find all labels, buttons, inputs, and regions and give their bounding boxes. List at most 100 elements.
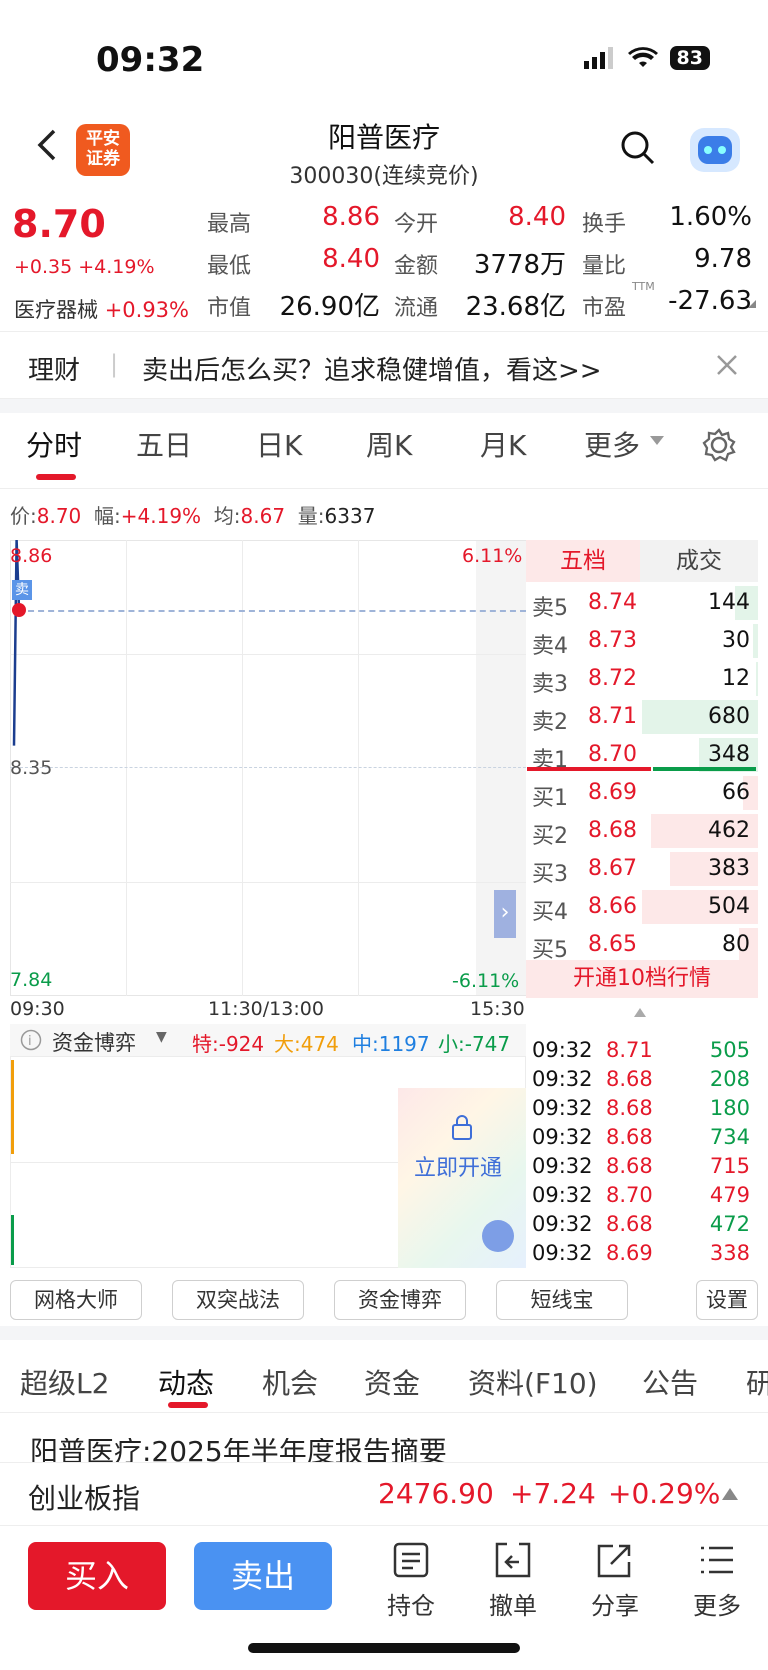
scroll-up-icon[interactable] — [634, 1008, 646, 1017]
orderbook-row[interactable]: 卖3 8.72 12 — [526, 660, 758, 698]
stat-label: 市值 — [207, 296, 252, 321]
banner-text: 卖出后怎么买？追求稳健增值，看这>> — [142, 356, 602, 386]
tab-five-level[interactable]: 五档 — [526, 540, 640, 582]
chart-tab[interactable]: 周K — [366, 429, 413, 462]
buy-button[interactable]: 买入 — [28, 1542, 166, 1610]
capital-zhong: 中:1197 — [352, 1032, 430, 1056]
tick-price: 8.68 — [606, 1067, 653, 1091]
content-tab[interactable]: 公告 — [642, 1367, 699, 1400]
fullscreen-icon[interactable] — [482, 1220, 514, 1252]
pct-label-bottom: -6.11% — [452, 970, 520, 992]
news-title[interactable]: 阳普医疗:2025年半年度报告摘要 — [30, 1438, 447, 1462]
level-label: 买3 — [532, 862, 568, 887]
tick-row: 09:32 8.68 734 — [526, 1125, 758, 1154]
level-volume: 12 — [722, 666, 750, 691]
orderbook-row[interactable]: 买2 8.68 462 — [526, 812, 758, 850]
y-label-top: 8.86 — [10, 545, 53, 567]
industry-row[interactable]: 医疗器械 +0.93% — [14, 294, 189, 324]
settings-gear-icon[interactable] — [702, 428, 736, 462]
tool-button[interactable]: 网格大师 — [10, 1280, 142, 1320]
corner-indicator — [748, 300, 756, 308]
stock-name: 阳普医疗 — [327, 121, 440, 154]
chart-tab[interactable]: 更多 — [584, 429, 641, 462]
tick-row: 09:32 8.68 208 — [526, 1067, 758, 1096]
index-bar[interactable]: 创业板指 2476.90 +7.24 +0.29% — [0, 1462, 768, 1526]
content-tab[interactable]: 超级L2 — [20, 1367, 110, 1400]
info-price: 8.70 — [36, 504, 82, 528]
tab-trades[interactable]: 成交 — [640, 540, 758, 582]
prev-close-line — [10, 767, 526, 768]
chevron-down-icon[interactable] — [650, 436, 664, 445]
tool-button[interactable]: 资金博弈 — [334, 1280, 466, 1320]
assistant-robot-icon[interactable] — [690, 128, 740, 172]
chart-tab[interactable]: 月K — [480, 429, 527, 462]
tick-time: 09:32 — [532, 1125, 593, 1149]
tick-time: 09:32 — [532, 1212, 593, 1236]
orderbook-row[interactable]: 卖2 8.71 680 — [526, 698, 758, 736]
active-tab-indicator — [168, 1402, 208, 1408]
home-indicator[interactable] — [248, 1643, 520, 1653]
price-change: +0.35 +4.19% — [14, 256, 155, 278]
tick-price: 8.69 — [606, 1241, 653, 1265]
tool-button[interactable]: 设置 — [696, 1280, 758, 1320]
chart-tab[interactable]: 分时 — [26, 429, 83, 462]
tick-price: 8.68 — [606, 1096, 653, 1120]
more-button[interactable]: 更多 — [677, 1540, 757, 1621]
index-change: +7.24 — [510, 1477, 596, 1510]
banner-tag: 理财 — [28, 356, 81, 386]
level-price: 8.67 — [588, 856, 637, 881]
content-tab[interactable]: 机会 — [262, 1367, 319, 1400]
orderbook-row[interactable]: 买4 8.66 504 — [526, 888, 758, 926]
info-icon[interactable]: i — [20, 1029, 42, 1051]
level-volume: 504 — [708, 894, 750, 919]
sell-button[interactable]: 卖出 — [194, 1542, 332, 1610]
close-icon[interactable] — [716, 354, 738, 376]
level-price: 8.69 — [588, 780, 637, 805]
stat-value: 8.40 — [322, 244, 380, 274]
level-price: 8.66 — [588, 894, 637, 919]
orderbook-row[interactable]: 买3 8.67 383 — [526, 850, 758, 888]
svg-text:i: i — [28, 1034, 32, 1049]
content-tab[interactable]: 研 — [746, 1367, 768, 1400]
orderbook-row[interactable]: 买1 8.69 66 — [526, 774, 758, 812]
expand-up-icon[interactable] — [722, 1488, 738, 1500]
capital-header[interactable]: i 资金博弈 ▼ 特:-924 大:474 中:1197 小:-747 — [10, 1024, 526, 1056]
price-line-chart — [12, 540, 21, 746]
level-volume: 680 — [708, 704, 750, 729]
content-tab[interactable]: 资金 — [364, 1367, 421, 1400]
orderbook-row[interactable]: 买5 8.65 80 — [526, 926, 758, 964]
tool-button[interactable]: 双突战法 — [172, 1280, 304, 1320]
sell-marker: 卖 — [12, 580, 32, 600]
news-clip: 阳普医疗:2025年半年度报告摘要 — [30, 1438, 750, 1462]
tool-button[interactable]: 短线宝 — [496, 1280, 628, 1320]
share-button[interactable]: 分享 — [575, 1540, 655, 1621]
content-tab[interactable]: 动态 — [158, 1367, 215, 1400]
section-gap — [0, 1326, 768, 1340]
search-icon[interactable] — [620, 130, 656, 166]
content-tab[interactable]: 资料(F10) — [468, 1367, 598, 1400]
unlock-overlay[interactable]: 立即开通 — [398, 1088, 526, 1268]
lock-icon — [452, 1115, 472, 1140]
stat-label: 换手 — [582, 212, 627, 237]
grid-line — [10, 654, 526, 655]
cancel-order-button[interactable]: 撤单 — [473, 1540, 553, 1621]
orderbook-row[interactable]: 卖4 8.73 30 — [526, 622, 758, 660]
chart-tab[interactable]: 日K — [256, 429, 303, 462]
battery-indicator: 83 — [669, 46, 710, 70]
chart-tab[interactable]: 五日 — [136, 429, 193, 462]
upgrade-level10-button[interactable]: 开通10档行情 — [526, 960, 758, 998]
tick-volume: 472 — [709, 1212, 750, 1236]
tick-volume: 505 — [709, 1038, 750, 1062]
level-label: 卖5 — [532, 596, 568, 621]
orderbook-row[interactable]: 卖5 8.74 144 — [526, 584, 758, 622]
info-amp: +4.19% — [120, 504, 202, 528]
dropdown-icon[interactable]: ▼ — [156, 1029, 167, 1045]
positions-button[interactable]: 持仓 — [371, 1540, 451, 1621]
cancel-order-icon — [495, 1542, 531, 1578]
volume-bar — [651, 814, 758, 848]
promo-banner[interactable]: 理财 | 卖出后怎么买？追求稳健增值，看这>> — [0, 331, 768, 399]
back-arrow-icon[interactable] — [30, 128, 64, 162]
expand-chevron-icon[interactable]: › — [494, 890, 516, 938]
stat-label: 量比 — [582, 254, 627, 279]
tick-volume: 208 — [709, 1067, 750, 1091]
